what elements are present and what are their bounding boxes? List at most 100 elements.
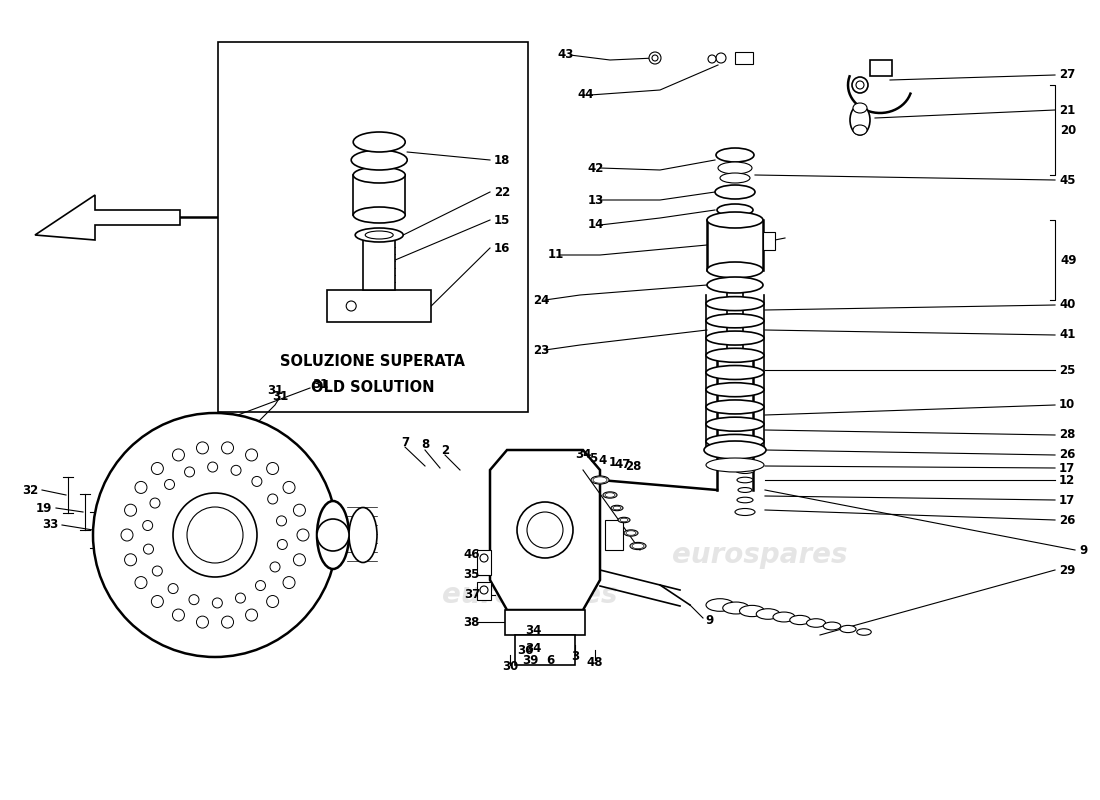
Circle shape (856, 81, 864, 89)
Bar (477, 550, 491, 575)
Circle shape (152, 462, 164, 474)
Circle shape (235, 593, 245, 603)
Circle shape (652, 55, 658, 61)
Text: 21: 21 (1059, 103, 1076, 117)
Text: 34: 34 (525, 623, 541, 637)
Ellipse shape (618, 518, 630, 522)
Ellipse shape (723, 602, 749, 614)
Circle shape (283, 577, 295, 589)
Ellipse shape (706, 314, 764, 328)
Text: 10: 10 (1059, 398, 1076, 411)
Ellipse shape (706, 417, 764, 431)
Circle shape (231, 466, 241, 475)
Ellipse shape (353, 207, 405, 223)
Ellipse shape (610, 506, 623, 510)
Circle shape (252, 477, 262, 486)
Circle shape (221, 442, 233, 454)
Ellipse shape (707, 277, 763, 293)
Text: 3: 3 (571, 650, 579, 663)
Circle shape (317, 519, 349, 551)
Ellipse shape (603, 492, 617, 498)
Text: 31: 31 (272, 390, 288, 403)
Bar (515, 635, 575, 665)
Circle shape (197, 442, 209, 454)
Text: OLD SOLUTION: OLD SOLUTION (311, 379, 434, 394)
Ellipse shape (706, 382, 764, 397)
Text: 44: 44 (578, 89, 594, 102)
Text: 14: 14 (587, 218, 604, 231)
Ellipse shape (716, 148, 754, 162)
Text: 45: 45 (1059, 174, 1076, 186)
Circle shape (527, 512, 563, 548)
Circle shape (245, 609, 257, 621)
Text: 46: 46 (463, 549, 480, 562)
Text: 2: 2 (441, 443, 449, 457)
Ellipse shape (717, 204, 754, 216)
Text: 32: 32 (22, 483, 38, 497)
Ellipse shape (773, 612, 795, 622)
Text: 1: 1 (609, 455, 617, 469)
Ellipse shape (704, 441, 766, 459)
Bar (477, 582, 491, 600)
Text: 42: 42 (587, 162, 604, 174)
Text: 6: 6 (546, 654, 554, 666)
Text: 30: 30 (502, 661, 518, 674)
Text: 8: 8 (421, 438, 429, 451)
Circle shape (197, 616, 209, 628)
Text: 40: 40 (1059, 298, 1076, 311)
Text: 31: 31 (267, 383, 283, 397)
Circle shape (173, 493, 257, 577)
Text: 4: 4 (598, 454, 607, 466)
Text: 23: 23 (532, 343, 549, 357)
Circle shape (143, 521, 153, 530)
Circle shape (517, 502, 573, 558)
Circle shape (346, 301, 356, 311)
Circle shape (294, 504, 306, 516)
Ellipse shape (353, 167, 405, 183)
Circle shape (649, 52, 661, 64)
Text: 28: 28 (625, 461, 641, 474)
Text: eurospares: eurospares (108, 541, 283, 569)
Circle shape (150, 498, 160, 508)
Text: 36: 36 (517, 643, 534, 657)
Text: 15: 15 (494, 214, 510, 226)
Text: 48: 48 (586, 655, 603, 669)
Ellipse shape (620, 518, 628, 522)
Bar (735, 52, 754, 64)
Text: eurospares: eurospares (442, 581, 618, 609)
Bar (353, 175, 405, 215)
Text: 22: 22 (494, 186, 510, 198)
Ellipse shape (591, 476, 609, 484)
Ellipse shape (365, 231, 393, 239)
Circle shape (185, 467, 195, 477)
Circle shape (270, 562, 280, 572)
Circle shape (708, 55, 716, 63)
Ellipse shape (806, 618, 825, 627)
Bar (707, 220, 763, 270)
Ellipse shape (706, 598, 734, 611)
Ellipse shape (823, 622, 840, 630)
Circle shape (187, 507, 243, 563)
Text: 49: 49 (1060, 254, 1077, 266)
Circle shape (189, 594, 199, 605)
Circle shape (266, 462, 278, 474)
Circle shape (143, 544, 154, 554)
Circle shape (480, 554, 488, 562)
Text: 25: 25 (1059, 363, 1076, 377)
Text: 33: 33 (42, 518, 58, 531)
Circle shape (121, 529, 133, 541)
Circle shape (276, 516, 286, 526)
Text: 18: 18 (494, 154, 510, 166)
Ellipse shape (706, 348, 764, 362)
Circle shape (221, 616, 233, 628)
Ellipse shape (757, 609, 780, 619)
Ellipse shape (715, 185, 755, 199)
Ellipse shape (852, 125, 867, 135)
Ellipse shape (626, 530, 636, 535)
Text: 5: 5 (588, 451, 597, 465)
Text: 26: 26 (1059, 449, 1076, 462)
Text: 16: 16 (494, 242, 510, 254)
Text: 35: 35 (463, 569, 480, 582)
Ellipse shape (632, 543, 644, 549)
Ellipse shape (707, 262, 763, 278)
